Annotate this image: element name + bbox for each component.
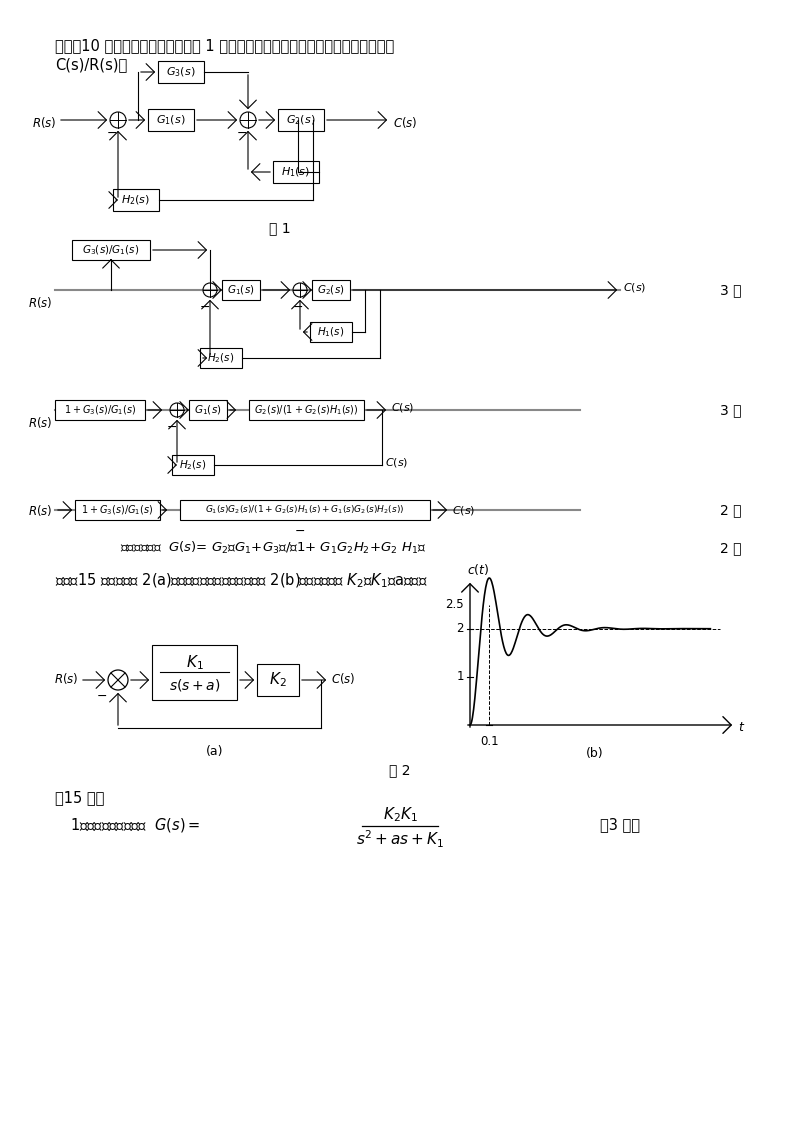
Text: $C(s)$: $C(s)$	[391, 401, 414, 414]
Text: （3 分）: （3 分）	[600, 818, 640, 833]
Text: $G_1(s)$: $G_1(s)$	[194, 403, 222, 416]
Text: $C(s)$: $C(s)$	[452, 504, 475, 516]
Text: $G_2(s)$: $G_2(s)$	[286, 113, 316, 127]
Bar	[310, 322, 352, 342]
Bar	[55, 401, 145, 420]
Text: −: −	[200, 301, 210, 314]
Text: $G_1(s)G_2(s)/(1+G_2(s)H_1(s)+G_1(s)G_2(s)H_2(s))$: $G_1(s)G_2(s)/(1+G_2(s)H_1(s)+G_1(s)G_2(…	[205, 504, 404, 516]
Text: 0.1: 0.1	[480, 735, 499, 748]
Text: $C(s)$: $C(s)$	[393, 114, 418, 129]
Text: 3 分: 3 分	[720, 403, 741, 417]
Bar	[72, 240, 150, 260]
Bar	[180, 500, 430, 519]
Text: $K_2$: $K_2$	[269, 671, 287, 689]
Text: $R(s)$: $R(s)$	[28, 503, 52, 517]
Bar	[249, 401, 364, 420]
Text: 开环传递函数  $G(s)$= $G_2$（$G_1$+$G_3$）/（1+ $G_1G_2H_2$+$G_2$ $H_1$）: 开环传递函数 $G(s)$= $G_2$（$G_1$+$G_3$）/（1+ $G…	[120, 540, 426, 557]
Text: 图 2: 图 2	[389, 763, 411, 778]
Bar	[200, 348, 242, 368]
Text: $G_3(s)$: $G_3(s)$	[167, 65, 196, 79]
Text: 二、（15 分）设如图 2(a)所示系统的单位阶跃响应如图 2(b)所示，试确定 $K_2$、$K_1$和a的值。: 二、（15 分）设如图 2(a)所示系统的单位阶跃响应如图 2(b)所示，试确定…	[55, 572, 427, 590]
Text: $C(s)$: $C(s)$	[385, 456, 408, 469]
Text: $G_3(s)/G_1(s)$: $G_3(s)/G_1(s)$	[82, 243, 140, 257]
Text: $t$: $t$	[738, 720, 745, 734]
Text: (a): (a)	[205, 745, 224, 758]
Text: 2.5: 2.5	[446, 598, 464, 611]
Text: $1+G_3(s)/G_1(s)$: $1+G_3(s)/G_1(s)$	[63, 403, 136, 416]
Bar	[75, 500, 160, 519]
Text: $R(s)$: $R(s)$	[28, 414, 52, 430]
Text: $H_1(s)$: $H_1(s)$	[317, 325, 345, 339]
Bar	[158, 61, 204, 83]
Text: （15 分）: （15 分）	[55, 790, 105, 804]
Bar	[278, 109, 324, 131]
Text: $s(s+a)$: $s(s+a)$	[169, 677, 220, 693]
Bar	[189, 401, 227, 420]
Text: (b): (b)	[586, 747, 603, 760]
Text: −: −	[295, 525, 305, 539]
Text: $G_1(s)$: $G_1(s)$	[156, 113, 186, 127]
Text: $G_1(s)$: $G_1(s)$	[228, 283, 255, 297]
Text: 3 分: 3 分	[720, 283, 741, 297]
Text: $C(s)$: $C(s)$	[331, 671, 355, 686]
Text: −: −	[107, 127, 117, 139]
Bar	[273, 160, 319, 183]
Text: 2 分: 2 分	[720, 503, 741, 517]
Text: $K_1$: $K_1$	[186, 654, 203, 672]
Text: $G_2(s)$: $G_2(s)$	[317, 283, 345, 297]
Text: 1: 1	[457, 670, 464, 683]
Bar	[172, 456, 214, 475]
Bar	[257, 664, 299, 696]
Bar	[222, 280, 260, 300]
Text: $R(s)$: $R(s)$	[32, 114, 56, 129]
Text: −: −	[97, 690, 107, 702]
Text: $1+G_3(s)/G_1(s)$: $1+G_3(s)/G_1(s)$	[82, 503, 154, 517]
Bar	[148, 109, 194, 131]
Text: $H_1(s)$: $H_1(s)$	[282, 165, 311, 178]
Text: $H_2(s)$: $H_2(s)$	[207, 351, 235, 365]
Bar	[113, 188, 159, 211]
Text: $G_2(s)/(1+G_2(s)H_1(s))$: $G_2(s)/(1+G_2(s)H_1(s))$	[255, 403, 358, 416]
Text: $R(s)$: $R(s)$	[53, 671, 78, 686]
Text: $c(t)$: $c(t)$	[467, 562, 489, 577]
Text: −: −	[237, 127, 247, 139]
Text: −: −	[293, 301, 303, 314]
Text: 图 1: 图 1	[269, 221, 291, 234]
Text: 2: 2	[457, 623, 464, 635]
Text: $K_2K_1$: $K_2K_1$	[382, 806, 417, 825]
Text: −: −	[167, 421, 178, 434]
Text: $C(s)$: $C(s)$	[623, 280, 646, 294]
Text: 一、（10 分）已知系统结构图如图 1 所示，试通过结构图等效变换求系统传递函数: 一、（10 分）已知系统结构图如图 1 所示，试通过结构图等效变换求系统传递函数	[55, 38, 394, 53]
Bar	[152, 645, 237, 700]
Text: 2 分: 2 分	[720, 541, 741, 555]
Text: $s^2 + as + K_1$: $s^2 + as + K_1$	[356, 828, 444, 849]
Bar	[312, 280, 350, 300]
Text: $H_2(s)$: $H_2(s)$	[121, 193, 151, 206]
Text: $R(s)$: $R(s)$	[28, 294, 52, 310]
Text: $H_2(s)$: $H_2(s)$	[179, 458, 207, 471]
Text: C(s)/R(s)。: C(s)/R(s)。	[55, 57, 127, 72]
Text: 1）闭环传递函数为：  $G(s) =$: 1）闭环传递函数为： $G(s) =$	[70, 816, 201, 834]
